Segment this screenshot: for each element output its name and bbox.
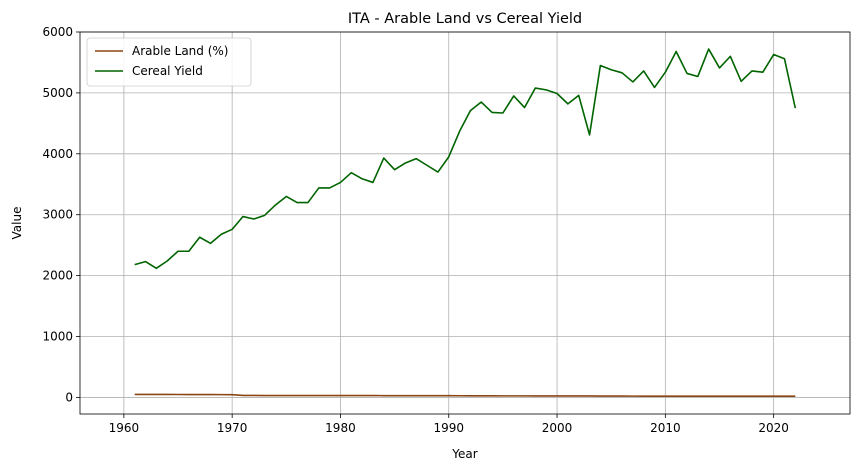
y-axis: 0 1000 2000 3000 4000 5000 6000 bbox=[42, 25, 80, 404]
y-axis-label: Value bbox=[10, 207, 24, 240]
x-tick-label: 2010 bbox=[650, 421, 681, 435]
x-tick-label: 2000 bbox=[542, 421, 573, 435]
series-lines bbox=[134, 48, 797, 398]
y-tick-label: 2000 bbox=[42, 269, 73, 283]
y-tick-label: 3000 bbox=[42, 208, 73, 222]
y-tick-label: 4000 bbox=[42, 147, 73, 161]
plot-frame bbox=[79, 31, 851, 415]
x-tick-label: 1970 bbox=[217, 421, 248, 435]
y-tick-label: 0 bbox=[65, 390, 73, 404]
x-tick-label: 2020 bbox=[758, 421, 789, 435]
chart-title: ITA - Arable Land vs Cereal Yield bbox=[348, 11, 582, 27]
legend-label: Cereal Yield bbox=[132, 64, 203, 78]
y-tick-label: 1000 bbox=[42, 330, 73, 344]
y-tick-label: 5000 bbox=[42, 86, 73, 100]
legend-box bbox=[86, 37, 252, 87]
x-axis-label: Year bbox=[451, 447, 477, 461]
series-line bbox=[134, 48, 797, 270]
x-tick-label: 1960 bbox=[109, 421, 140, 435]
x-tick-label: 1980 bbox=[325, 421, 356, 435]
series-line bbox=[134, 393, 796, 398]
y-tick-label: 6000 bbox=[42, 25, 73, 39]
legend-label: Arable Land (%) bbox=[132, 44, 229, 58]
legend: Arable Land (%) Cereal Yield bbox=[86, 37, 252, 87]
x-axis: 1960 1970 1980 1990 2000 2010 2020 bbox=[109, 414, 789, 435]
x-tick-label: 1990 bbox=[433, 421, 464, 435]
